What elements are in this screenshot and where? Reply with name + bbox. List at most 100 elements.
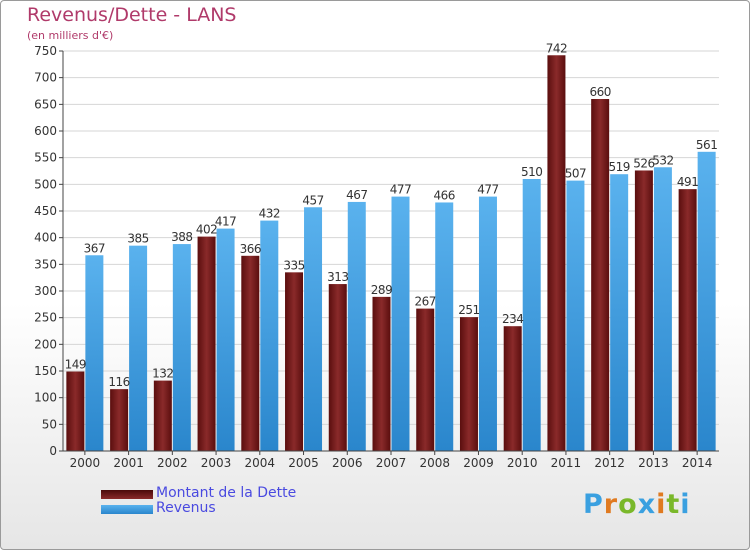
logo-letter: P (583, 489, 604, 520)
data-label-debt: 116 (108, 375, 129, 389)
y-tick-label: 500 (34, 177, 57, 191)
x-tick-label: 2007 (376, 456, 407, 470)
y-tick-label: 50 (42, 417, 57, 431)
bar-revenue (304, 207, 323, 451)
data-label-debt: 742 (546, 41, 567, 55)
bar-debt (372, 296, 391, 451)
legend-label-debt: Montant de la Dette (156, 485, 297, 501)
bar-revenue (260, 220, 279, 451)
bar-revenue (522, 179, 541, 451)
bar-revenue (478, 196, 497, 451)
data-label-revenue: 477 (477, 183, 498, 197)
bar-revenue (129, 245, 148, 451)
data-label-revenue: 388 (171, 230, 192, 244)
bar-revenue (347, 201, 366, 451)
logo-letter: o (618, 489, 638, 520)
logo-letter: i (656, 489, 667, 520)
data-label-debt: 526 (633, 156, 654, 170)
y-tick-label: 700 (34, 71, 57, 85)
y-tick-label: 550 (34, 151, 57, 165)
bar-revenue (653, 167, 672, 451)
legend-swatch-debt (101, 490, 153, 499)
bar-revenue (610, 174, 629, 451)
logo-letter: i (680, 489, 691, 520)
logo-letter: r (603, 489, 619, 520)
bar-debt (197, 236, 216, 451)
bar-debt (678, 189, 697, 451)
y-tick-label: 350 (34, 257, 57, 271)
grid-lines (63, 50, 719, 452)
data-label-revenue: 457 (302, 193, 323, 207)
bar-revenue (566, 180, 585, 451)
legend-label-revenue: Revenus (156, 500, 216, 516)
bars (66, 55, 716, 452)
data-label-debt: 251 (458, 303, 479, 317)
bar-debt (634, 170, 653, 451)
chart-title: Revenus/Dette - LANS (27, 4, 237, 26)
y-tick-label: 200 (34, 337, 57, 351)
data-label-revenue: 510 (521, 165, 542, 179)
y-tick-label: 150 (34, 364, 57, 378)
data-label-revenue: 507 (565, 167, 586, 181)
bar-debt (241, 255, 260, 451)
bar-debt (285, 272, 304, 451)
data-label-debt: 335 (283, 258, 304, 272)
y-tick-label: 0 (49, 444, 57, 458)
y-tick-label: 300 (34, 284, 57, 298)
bar-debt (153, 380, 172, 451)
y-tick-label: 100 (34, 391, 57, 405)
x-tick-label: 2001 (113, 456, 144, 470)
data-label-revenue: 432 (259, 207, 280, 221)
x-tick-label: 2002 (157, 456, 188, 470)
logo-letter: t (666, 489, 681, 520)
x-tick-label: 2010 (507, 456, 538, 470)
bar-revenue (216, 228, 235, 451)
bar-debt (459, 317, 478, 451)
x-tick-label: 2006 (332, 456, 363, 470)
x-tick-label: 2000 (70, 456, 101, 470)
y-tick-label: 650 (34, 97, 57, 111)
bar-debt (66, 371, 85, 451)
x-tick-label: 2012 (594, 456, 625, 470)
data-label-debt: 660 (589, 85, 610, 99)
y-tick-label: 250 (34, 311, 57, 325)
data-label-debt: 366 (240, 242, 261, 256)
x-tick-label: 2014 (682, 456, 713, 470)
logo-letter: x (637, 489, 657, 520)
data-label-debt: 313 (327, 270, 348, 284)
bar-revenue (391, 196, 410, 451)
chart-subtitle: (en milliers d'€) (27, 29, 114, 42)
data-label-revenue: 417 (215, 215, 236, 229)
data-label-revenue: 367 (84, 241, 105, 255)
bar-revenue (697, 151, 716, 452)
bar-debt (110, 389, 129, 451)
y-tick-label: 400 (34, 231, 57, 245)
legend-swatch-revenue (101, 505, 153, 514)
x-tick-label: 2009 (463, 456, 494, 470)
x-tick-label: 2003 (201, 456, 232, 470)
bar-debt (547, 55, 566, 452)
data-label-debt: 234 (502, 312, 523, 326)
bar-revenue (85, 255, 104, 451)
axes: 0 50 100 150 200 250 300 350 400 450 500 550 600 650 7… (34, 44, 719, 470)
bar-debt (503, 326, 522, 451)
bar-debt (591, 99, 610, 451)
data-label-debt: 491 (677, 175, 698, 189)
data-label-revenue: 532 (652, 153, 673, 167)
y-tick-label: 600 (34, 124, 57, 138)
y-tick-label: 450 (34, 204, 57, 218)
x-tick-label: 2013 (638, 456, 669, 470)
data-label-revenue: 519 (608, 160, 629, 174)
data-label-debt: 132 (152, 367, 173, 381)
data-label-revenue: 467 (346, 188, 367, 202)
x-tick-label: 2005 (288, 456, 319, 470)
data-label-revenue: 385 (127, 232, 148, 246)
proxiti-logo: Proxiti (583, 489, 691, 520)
data-label-debt: 149 (65, 358, 86, 372)
bar-debt (416, 308, 435, 451)
data-label-revenue: 466 (434, 188, 455, 202)
x-tick-label: 2011 (551, 456, 582, 470)
